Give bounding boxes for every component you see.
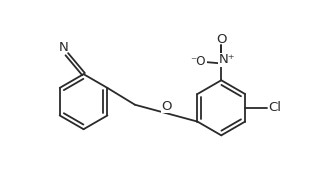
Text: ⁻O: ⁻O — [191, 55, 206, 68]
Text: N⁺: N⁺ — [219, 53, 236, 66]
Text: O: O — [216, 33, 226, 46]
Text: Cl: Cl — [268, 101, 281, 114]
Text: O: O — [161, 100, 171, 113]
Text: N: N — [59, 41, 69, 54]
